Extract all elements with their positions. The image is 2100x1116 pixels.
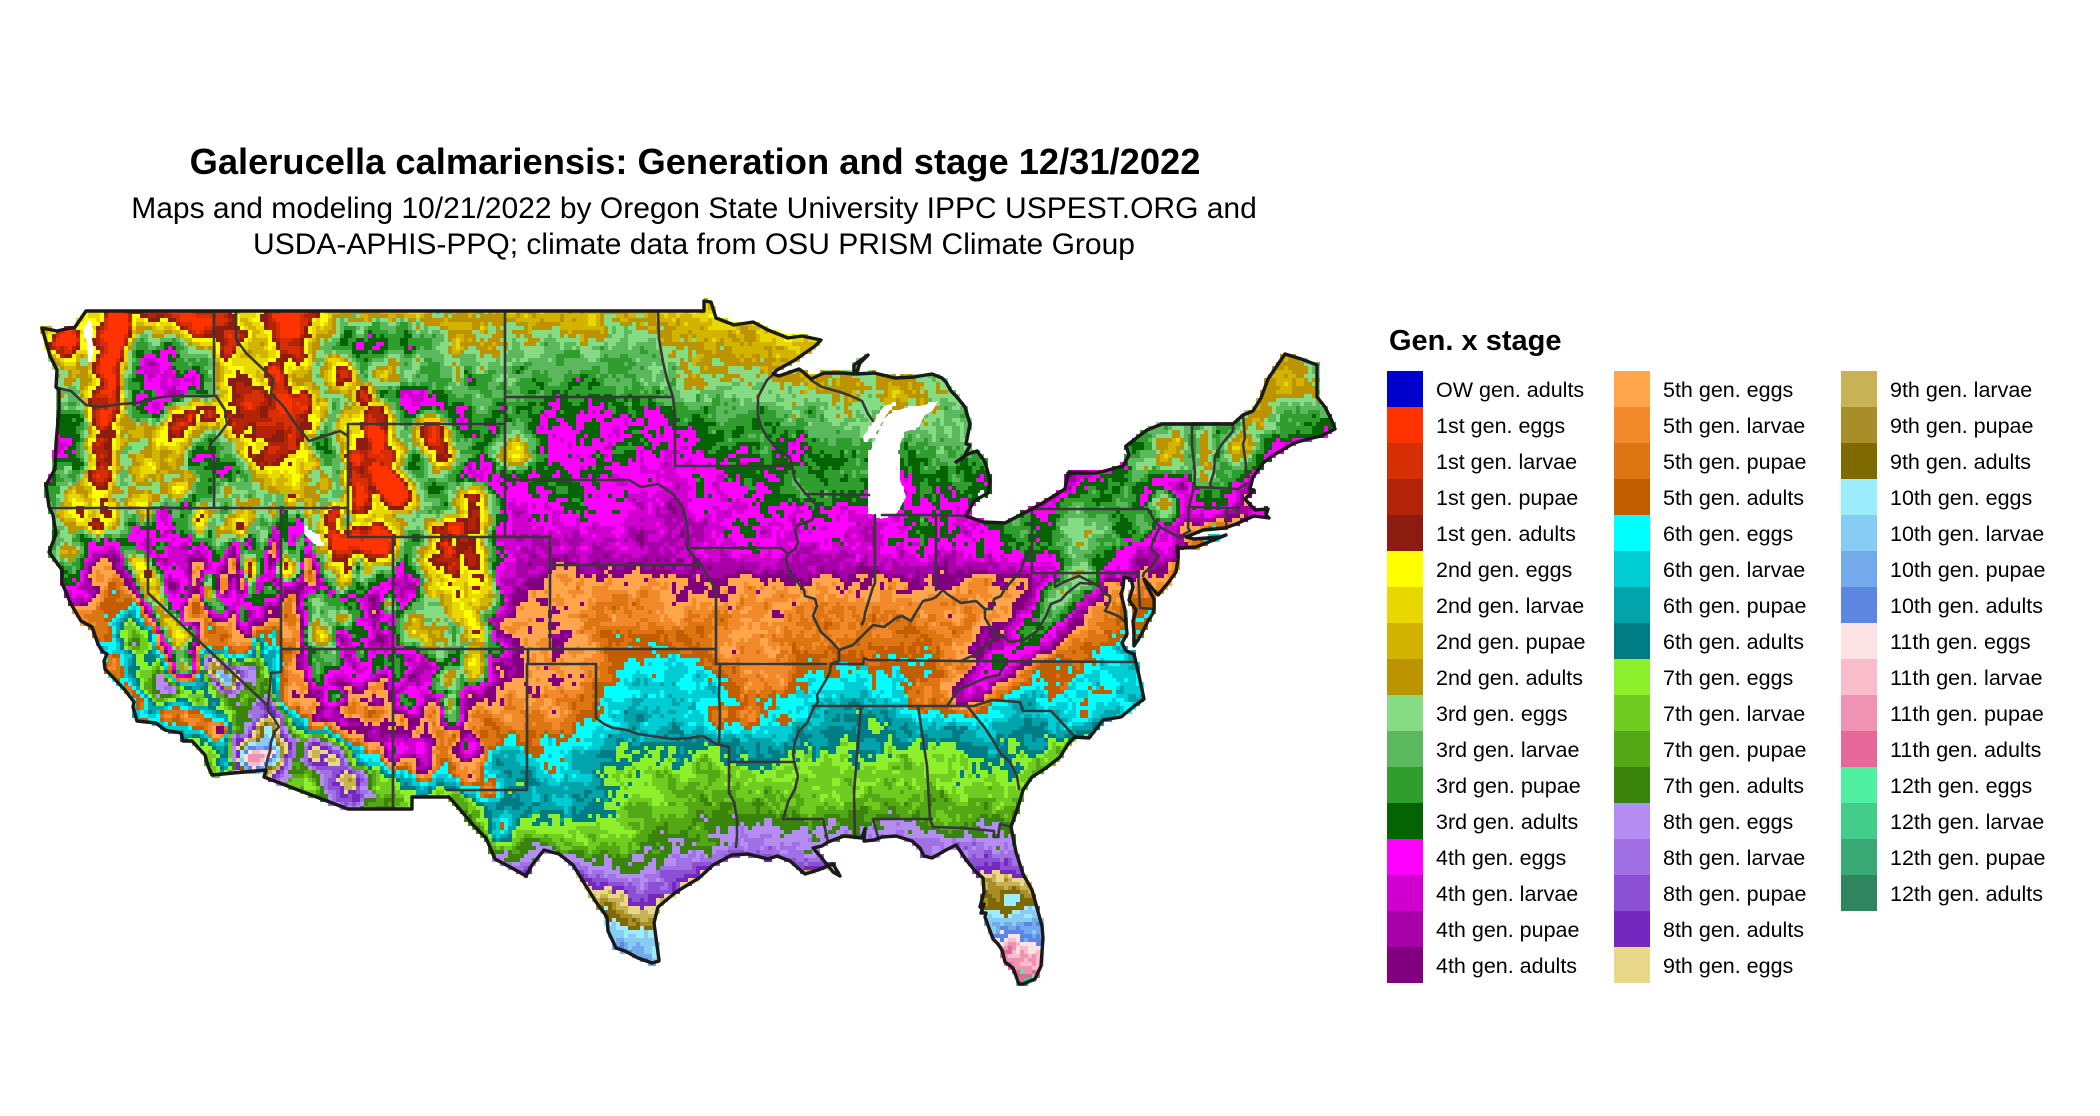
svg-text:12th gen. eggs: 12th gen. eggs bbox=[1890, 774, 2032, 798]
svg-text:6th gen. larvae: 6th gen. larvae bbox=[1663, 558, 1805, 582]
svg-text:3rd gen. adults: 3rd gen. adults bbox=[1436, 810, 1578, 834]
svg-text:5th gen. pupae: 5th gen. pupae bbox=[1663, 450, 1806, 474]
svg-text:12th gen. larvae: 12th gen. larvae bbox=[1890, 810, 2044, 834]
svg-text:10th gen. pupae: 10th gen. pupae bbox=[1890, 558, 2045, 582]
svg-text:10th gen. eggs: 10th gen. eggs bbox=[1890, 486, 2032, 510]
svg-text:7th gen. larvae: 7th gen. larvae bbox=[1663, 702, 1805, 726]
svg-text:3rd gen. pupae: 3rd gen. pupae bbox=[1436, 774, 1581, 798]
svg-text:9th gen. eggs: 9th gen. eggs bbox=[1663, 954, 1793, 978]
svg-text:11th gen. pupae: 11th gen. pupae bbox=[1890, 702, 2044, 726]
svg-text:4th gen. eggs: 4th gen. eggs bbox=[1436, 846, 1566, 870]
svg-text:5th gen. eggs: 5th gen. eggs bbox=[1663, 378, 1793, 402]
svg-text:2nd gen. adults: 2nd gen. adults bbox=[1436, 666, 1583, 690]
svg-text:11th gen. adults: 11th gen. adults bbox=[1890, 738, 2041, 762]
svg-text:6th gen. adults: 6th gen. adults bbox=[1663, 630, 1804, 654]
svg-text:5th gen. adults: 5th gen. adults bbox=[1663, 486, 1804, 510]
svg-text:USDA-APHIS-PPQ; climate data f: USDA-APHIS-PPQ; climate data from OSU PR… bbox=[253, 228, 1135, 261]
svg-text:1st gen. eggs: 1st gen. eggs bbox=[1436, 414, 1565, 438]
svg-text:Gen. x stage: Gen. x stage bbox=[1389, 325, 1561, 357]
svg-text:7th gen. eggs: 7th gen. eggs bbox=[1663, 666, 1793, 690]
svg-text:1st gen. larvae: 1st gen. larvae bbox=[1436, 450, 1577, 474]
svg-text:1st gen. adults: 1st gen. adults bbox=[1436, 522, 1576, 546]
svg-text:6th gen. eggs: 6th gen. eggs bbox=[1663, 522, 1793, 546]
svg-text:1st gen. pupae: 1st gen. pupae bbox=[1436, 486, 1578, 510]
svg-text:2nd gen. larvae: 2nd gen. larvae bbox=[1436, 594, 1584, 618]
svg-text:12th gen. pupae: 12th gen. pupae bbox=[1890, 846, 2045, 870]
svg-text:8th gen. eggs: 8th gen. eggs bbox=[1663, 810, 1793, 834]
svg-text:Galerucella calmariensis: Gene: Galerucella calmariensis: Generation and… bbox=[190, 141, 1201, 182]
svg-text:7th gen. adults: 7th gen. adults bbox=[1663, 774, 1804, 798]
svg-text:OW gen. adults: OW gen. adults bbox=[1436, 378, 1584, 402]
svg-text:8th gen. adults: 8th gen. adults bbox=[1663, 918, 1804, 942]
svg-text:8th gen. pupae: 8th gen. pupae bbox=[1663, 882, 1806, 906]
svg-text:10th gen. adults: 10th gen. adults bbox=[1890, 594, 2043, 618]
svg-text:12th gen. adults: 12th gen. adults bbox=[1890, 882, 2043, 906]
svg-text:6th gen. pupae: 6th gen. pupae bbox=[1663, 594, 1806, 618]
svg-text:10th gen. larvae: 10th gen. larvae bbox=[1890, 522, 2044, 546]
svg-text:9th gen. pupae: 9th gen. pupae bbox=[1890, 414, 2033, 438]
svg-text:11th gen. larvae: 11th gen. larvae bbox=[1890, 666, 2043, 690]
svg-text:5th gen. larvae: 5th gen. larvae bbox=[1663, 414, 1805, 438]
svg-text:2nd gen. eggs: 2nd gen. eggs bbox=[1436, 558, 1572, 582]
svg-text:Maps and modeling 10/21/2022 b: Maps and modeling 10/21/2022 by Oregon S… bbox=[131, 192, 1257, 225]
svg-text:4th gen. larvae: 4th gen. larvae bbox=[1436, 882, 1578, 906]
svg-text:4th gen. pupae: 4th gen. pupae bbox=[1436, 918, 1579, 942]
svg-text:8th gen. larvae: 8th gen. larvae bbox=[1663, 846, 1805, 870]
svg-text:3rd gen. larvae: 3rd gen. larvae bbox=[1436, 738, 1579, 762]
svg-text:7th gen. pupae: 7th gen. pupae bbox=[1663, 738, 1806, 762]
svg-text:9th gen. adults: 9th gen. adults bbox=[1890, 450, 2031, 474]
svg-text:9th gen. larvae: 9th gen. larvae bbox=[1890, 378, 2032, 402]
svg-text:3rd gen. eggs: 3rd gen. eggs bbox=[1436, 702, 1568, 726]
svg-text:2nd gen. pupae: 2nd gen. pupae bbox=[1436, 630, 1585, 654]
svg-text:4th gen. adults: 4th gen. adults bbox=[1436, 954, 1577, 978]
svg-text:11th gen. eggs: 11th gen. eggs bbox=[1890, 630, 2031, 654]
